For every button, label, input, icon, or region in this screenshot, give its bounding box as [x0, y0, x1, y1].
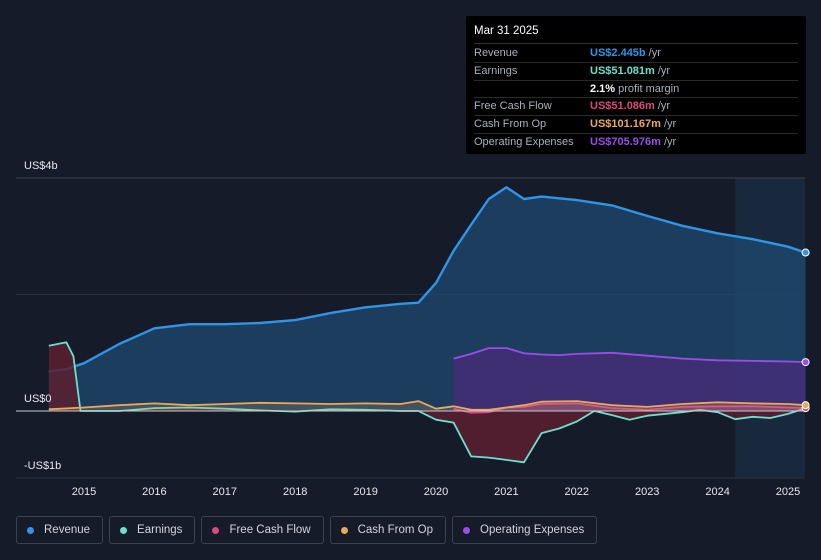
tooltip-label — [474, 81, 590, 98]
tooltip-row-revenue: Revenue US$2.445b /yr — [474, 45, 798, 63]
legend-dot-icon — [340, 526, 348, 534]
tooltip-label: Free Cash Flow — [474, 100, 552, 113]
tooltip-value: US$705.976m — [590, 135, 661, 148]
tooltip-row-cash-from-op: Cash From Op US$101.167m /yr — [474, 116, 798, 134]
legend-label: Free Cash Flow — [229, 524, 311, 536]
legend-item-cash-from-op[interactable]: Cash From Op — [329, 516, 447, 544]
area-operating-expenses — [453, 348, 806, 411]
end-marker-revenue — [801, 248, 810, 257]
tooltip-row-profit-margin: 2.1% profit margin — [474, 81, 798, 99]
tooltip-label: Operating Expenses — [474, 135, 574, 148]
x-tick-label: 2019 — [353, 486, 377, 498]
tooltip-value: 2.1% — [590, 82, 616, 95]
legend-label: Operating Expenses — [480, 524, 585, 536]
tooltip-label: Revenue — [474, 47, 519, 59]
x-tick-label: 2022 — [565, 486, 589, 498]
legend-dot-icon — [120, 526, 128, 534]
legend-dot-icon — [463, 526, 471, 534]
y-axis-label-top: US$4b — [24, 160, 58, 172]
tooltip-row-free-cash-flow: Free Cash Flow US$51.086m /yr — [474, 98, 798, 117]
legend: Revenue Earnings Free Cash Flow Cash Fro… — [16, 516, 598, 544]
x-tick-label: 2020 — [424, 486, 448, 498]
tooltip-label: Cash From Op — [474, 118, 547, 131]
tooltip-unit: /yr — [663, 118, 677, 131]
x-tick-label: 2025 — [776, 486, 800, 498]
tooltip-row-operating-expenses: Operating Expenses US$705.976m /yr — [474, 134, 798, 151]
tooltip-label: Earnings — [474, 64, 518, 77]
tooltip-value: US$51.086m — [590, 100, 655, 113]
end-marker-cash-from-op — [801, 401, 810, 410]
legend-item-earnings[interactable]: Earnings — [109, 516, 196, 544]
tooltip-row-earnings: Earnings US$51.081m /yr — [474, 63, 798, 81]
line-revenue — [48, 186, 806, 373]
tooltip-unit: /yr — [663, 135, 677, 148]
x-tick-label: 2016 — [142, 486, 166, 498]
x-tick-label: 2017 — [213, 486, 237, 498]
line-cash-from-op — [48, 400, 806, 411]
tooltip-unit: profit margin — [618, 82, 680, 95]
legend-dot-icon — [212, 526, 220, 534]
x-tick-label: 2023 — [635, 486, 659, 498]
end-marker-operating-expenses — [801, 358, 810, 367]
legend-item-free-cash-flow[interactable]: Free Cash Flow — [201, 516, 324, 544]
legend-dot-icon — [27, 526, 34, 534]
legend-label: Revenue — [44, 524, 91, 536]
legend-item-operating-expenses[interactable]: Operating Expenses — [452, 516, 598, 544]
tooltip-unit: /yr — [648, 47, 661, 59]
legend-label: Cash From Op — [357, 524, 434, 536]
tooltip-value: US$2.445b — [590, 47, 646, 59]
tooltip-unit: /yr — [657, 64, 671, 77]
y-axis-label-zero: US$0 — [24, 393, 52, 405]
y-axis-label-bottom: -US$1b — [24, 460, 62, 472]
tooltip-value: US$51.081m — [590, 64, 655, 77]
area-free-cash-flow — [453, 403, 806, 413]
legend-label: Earnings — [137, 524, 183, 536]
x-tick-label: 2018 — [283, 486, 307, 498]
line-operating-expenses — [453, 347, 806, 363]
x-tick-label: 2015 — [72, 486, 96, 498]
legend-item-revenue[interactable]: Revenue — [16, 516, 104, 544]
tooltip-panel: Mar 31 2025 Revenue US$2.445b /yr Earnin… — [466, 16, 806, 154]
tooltip-value: US$101.167m — [590, 118, 661, 131]
tooltip-date: Mar 31 2025 — [474, 23, 798, 44]
x-tick-label: 2024 — [705, 486, 729, 498]
x-tick-label: 2021 — [494, 486, 518, 498]
tooltip-unit: /yr — [657, 100, 671, 113]
